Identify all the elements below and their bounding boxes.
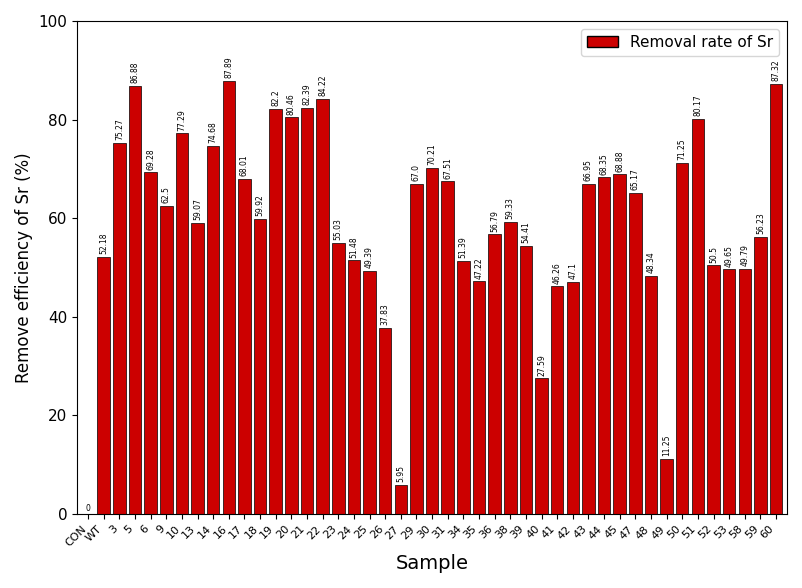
Text: 56.79: 56.79 (490, 210, 499, 232)
Text: 82.2: 82.2 (271, 90, 280, 106)
Bar (676, 163, 688, 514)
Bar (770, 83, 782, 514)
Text: 80.17: 80.17 (694, 95, 703, 116)
Bar (316, 99, 329, 514)
Text: 59.33: 59.33 (506, 197, 515, 219)
Text: 82.39: 82.39 (302, 83, 311, 105)
Text: 46.26: 46.26 (553, 262, 561, 283)
Bar (739, 269, 751, 514)
Bar (347, 260, 360, 514)
Bar (144, 172, 157, 514)
Bar (113, 143, 126, 514)
Text: 68.88: 68.88 (615, 151, 624, 172)
X-axis label: Sample: Sample (395, 554, 468, 573)
Text: 11.25: 11.25 (662, 435, 671, 456)
Text: 47.1: 47.1 (569, 262, 577, 279)
Bar (223, 81, 235, 514)
Bar (98, 257, 110, 514)
Bar (207, 146, 220, 514)
Bar (395, 485, 407, 514)
Text: 37.83: 37.83 (381, 303, 390, 325)
Bar (535, 378, 548, 514)
Bar (551, 286, 564, 514)
Text: 56.23: 56.23 (756, 213, 765, 235)
Text: 86.88: 86.88 (131, 62, 140, 83)
Text: 49.39: 49.39 (365, 246, 374, 268)
Text: 59.07: 59.07 (193, 199, 202, 220)
Text: 70.21: 70.21 (427, 144, 436, 165)
Bar (285, 118, 298, 514)
Bar (707, 265, 719, 514)
Text: 71.25: 71.25 (678, 139, 687, 161)
Bar (238, 179, 251, 514)
Text: 0: 0 (86, 503, 91, 513)
Bar (645, 276, 657, 514)
Text: 54.41: 54.41 (521, 222, 530, 243)
Bar (253, 219, 266, 514)
Bar (129, 86, 141, 514)
Bar (660, 459, 673, 514)
Bar (566, 282, 579, 514)
Text: 65.17: 65.17 (631, 169, 640, 191)
Text: 51.39: 51.39 (459, 236, 468, 258)
Text: 87.89: 87.89 (225, 56, 233, 78)
Bar (363, 270, 376, 514)
Text: 55.03: 55.03 (334, 218, 342, 240)
Bar (176, 133, 188, 514)
Text: 68.01: 68.01 (240, 155, 249, 176)
Text: 74.68: 74.68 (209, 122, 217, 143)
Bar (332, 243, 345, 514)
Bar (488, 234, 501, 514)
Text: 52.18: 52.18 (99, 233, 108, 255)
Bar (379, 328, 391, 514)
Bar (160, 206, 172, 514)
Y-axis label: Remove efficiency of Sr (%): Remove efficiency of Sr (%) (15, 152, 33, 383)
Text: 66.95: 66.95 (584, 159, 593, 182)
Bar (614, 175, 626, 514)
Bar (441, 181, 454, 514)
Bar (269, 109, 282, 514)
Text: 67.0: 67.0 (412, 164, 421, 181)
Legend: Removal rate of Sr: Removal rate of Sr (581, 29, 780, 56)
Text: 80.46: 80.46 (287, 93, 296, 115)
Bar (629, 193, 642, 514)
Bar (504, 222, 516, 514)
Text: 62.5: 62.5 (162, 186, 171, 203)
Bar (410, 183, 423, 514)
Text: 51.48: 51.48 (350, 236, 358, 258)
Bar (457, 260, 470, 514)
Text: 50.5: 50.5 (709, 246, 718, 263)
Text: 69.28: 69.28 (146, 148, 155, 170)
Text: 5.95: 5.95 (396, 465, 405, 482)
Bar (192, 223, 204, 514)
Text: 48.34: 48.34 (646, 252, 655, 273)
Text: 68.35: 68.35 (600, 153, 609, 175)
Text: 49.65: 49.65 (725, 245, 734, 267)
Text: 49.79: 49.79 (740, 244, 749, 266)
Bar (426, 168, 439, 514)
Bar (754, 237, 767, 514)
Bar (520, 246, 533, 514)
Bar (597, 177, 610, 514)
Text: 84.22: 84.22 (318, 75, 327, 96)
Bar (301, 108, 314, 514)
Bar (582, 184, 595, 514)
Bar (472, 281, 485, 514)
Bar (691, 119, 704, 514)
Text: 59.92: 59.92 (256, 195, 265, 216)
Text: 27.59: 27.59 (537, 354, 546, 376)
Text: 67.51: 67.51 (444, 157, 452, 179)
Bar (723, 269, 735, 514)
Text: 77.29: 77.29 (177, 109, 186, 131)
Text: 47.22: 47.22 (475, 257, 484, 279)
Text: 87.32: 87.32 (772, 59, 780, 81)
Text: 75.27: 75.27 (115, 119, 124, 141)
